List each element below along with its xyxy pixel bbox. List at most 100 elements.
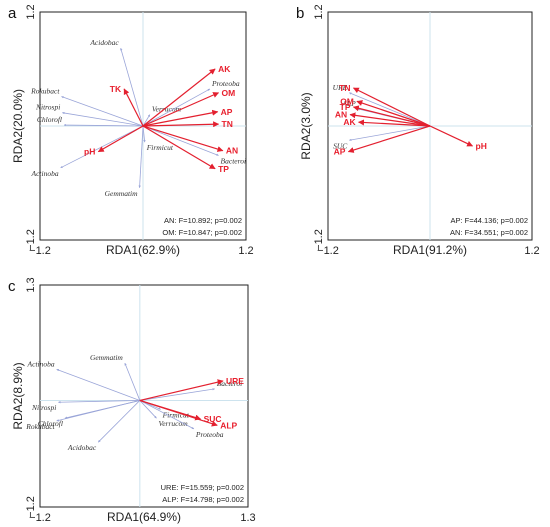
x-tick-max-a: 1.2 bbox=[238, 245, 253, 257]
species-arrow-c-9 bbox=[139, 400, 195, 430]
env-label-b-2: TP bbox=[340, 102, 351, 112]
y-tick-max-b: 1.2 bbox=[313, 4, 325, 19]
env-arrow-b-5 bbox=[347, 125, 431, 153]
species-label-a-4: Actinoba bbox=[31, 169, 59, 178]
species-label-a-5: Verrucom bbox=[152, 105, 182, 114]
env-arrow-c-2 bbox=[139, 399, 218, 427]
species-arrow-a-4 bbox=[60, 125, 144, 169]
x-axis-label-c: RDA1(64.9%) bbox=[107, 510, 181, 524]
species-arrow-b-2 bbox=[349, 125, 431, 142]
species-arrow-c-0 bbox=[56, 368, 140, 401]
env-arrow-a-5 bbox=[142, 125, 224, 152]
species-label-b-2: SUC bbox=[333, 141, 348, 150]
y-tick-min-b: −1.2 bbox=[313, 229, 325, 251]
y-tick-min-a: −1.2 bbox=[25, 229, 37, 251]
species-arrow-c-4 bbox=[56, 400, 140, 422]
species-arrow-b-0 bbox=[349, 92, 431, 127]
species-label-a-3: Chlorofl bbox=[37, 115, 62, 124]
species-label-c-8: Bacteroi bbox=[217, 379, 243, 388]
species-label-a-9: Gemmatim bbox=[105, 189, 138, 198]
species-label-c-4: Rokubact bbox=[25, 422, 55, 431]
env-arrow-b-0 bbox=[352, 87, 431, 127]
env-arrow-a-3 bbox=[142, 109, 219, 127]
x-tick-min-c: −1.2 bbox=[29, 512, 51, 524]
env-label-a-7: pH bbox=[84, 147, 95, 157]
y-axis-label-b: RDA2(3.0%) bbox=[299, 92, 313, 159]
env-label-a-2: OM bbox=[222, 88, 236, 98]
env-arrow-b-3 bbox=[349, 112, 431, 127]
env-arrow-b-4 bbox=[358, 119, 431, 127]
env-label-a-1: AK bbox=[218, 64, 231, 74]
y-axis-label-c: RDA2(8.9%) bbox=[11, 362, 25, 429]
env-arrow-a-2 bbox=[142, 92, 220, 127]
env-label-a-3: AP bbox=[221, 107, 233, 117]
species-label-a-1: Rokubact bbox=[30, 87, 60, 96]
y-tick-max-a: 1.2 bbox=[25, 4, 37, 19]
plot-frame-c bbox=[39, 284, 249, 508]
species-arrow-a-8 bbox=[142, 125, 219, 156]
species-label-b-1: ALP bbox=[341, 99, 356, 108]
x-tick-max-b: 1.2 bbox=[524, 245, 539, 257]
env-arrow-a-0 bbox=[123, 88, 144, 127]
stat-line-b-1: AN: F=34.551; p=0.002 bbox=[450, 228, 528, 237]
species-arrow-a-3 bbox=[63, 123, 144, 127]
species-arrow-a-7 bbox=[142, 125, 146, 143]
species-label-c-1: Gemmatim bbox=[90, 353, 123, 362]
x-tick-min-a: −1.2 bbox=[29, 245, 51, 257]
env-arrow-b-2 bbox=[352, 105, 431, 127]
env-arrow-a-1 bbox=[142, 68, 216, 127]
stat-line-a-1: OM: F=10.847; p=0.002 bbox=[162, 228, 242, 237]
species-label-a-7: Firmicut bbox=[146, 143, 174, 152]
stat-line-c-1: ALP: F=14.798; p=0.002 bbox=[162, 495, 244, 504]
species-label-a-8: Bacteroi bbox=[221, 156, 247, 165]
env-label-b-4: AK bbox=[343, 117, 356, 127]
y-axis-label-a: RDA2(20.0%) bbox=[11, 89, 25, 163]
env-label-a-0: TK bbox=[110, 84, 122, 94]
species-arrow-a-0 bbox=[120, 47, 144, 127]
species-arrow-c-6 bbox=[139, 400, 157, 419]
env-label-b-1: OM bbox=[340, 96, 354, 106]
stat-line-b-0: AP: F=44.136; p=0.002 bbox=[450, 216, 528, 225]
species-label-c-2: Nitrospi bbox=[31, 403, 56, 412]
species-label-c-3: Chlorofl bbox=[38, 419, 63, 428]
y-tick-max-c: 1.3 bbox=[25, 277, 37, 292]
y-tick-min-c: −1.2 bbox=[25, 496, 37, 518]
species-arrow-a-1 bbox=[61, 96, 144, 127]
species-arrow-a-2 bbox=[62, 111, 144, 127]
env-label-c-1: SUC bbox=[204, 414, 222, 424]
env-arrow-c-0 bbox=[139, 379, 224, 402]
stat-line-a-0: AN: F=10.892; p=0.002 bbox=[164, 216, 242, 225]
x-axis-label-b: RDA1(91.2%) bbox=[393, 243, 467, 257]
species-arrow-a-9 bbox=[138, 125, 144, 188]
env-arrow-a-4 bbox=[142, 121, 220, 128]
env-arrow-a-7 bbox=[97, 125, 144, 153]
env-label-b-3: AN bbox=[335, 110, 347, 120]
env-label-a-5: AN bbox=[226, 146, 238, 156]
env-label-b-5: AP bbox=[334, 147, 346, 157]
panel-label-b: b bbox=[296, 5, 304, 22]
stat-line-c-0: URE: F=15.559; p=0.002 bbox=[161, 483, 244, 492]
env-arrow-b-1 bbox=[356, 100, 431, 127]
species-label-c-5: Acidobac bbox=[67, 443, 97, 452]
x-tick-min-b: −1.2 bbox=[317, 245, 339, 257]
species-arrow-c-8 bbox=[139, 388, 215, 401]
species-label-b-0: URE bbox=[333, 83, 348, 92]
species-arrow-c-1 bbox=[124, 362, 141, 401]
panel-label-c: c bbox=[8, 278, 16, 295]
species-label-c-6: Verrucom bbox=[158, 419, 188, 428]
x-axis-label-a: RDA1(62.9%) bbox=[106, 243, 180, 257]
env-arrow-a-6 bbox=[142, 125, 216, 170]
env-arrow-b-6 bbox=[429, 125, 474, 147]
species-arrow-a-6 bbox=[142, 88, 211, 127]
env-label-c-0: URE bbox=[226, 376, 244, 386]
env-label-b-0: TN bbox=[339, 83, 350, 93]
env-label-c-2: ALP bbox=[220, 420, 237, 430]
species-label-c-0: Actinoba bbox=[27, 359, 55, 368]
species-label-c-9: Proteoba bbox=[195, 430, 224, 439]
env-label-a-6: TP bbox=[218, 164, 229, 174]
x-tick-max-c: 1.3 bbox=[240, 512, 255, 524]
species-label-a-0: Acidobac bbox=[89, 38, 119, 47]
species-arrow-c-5 bbox=[97, 400, 141, 443]
species-label-a-2: Nitrospi bbox=[35, 103, 60, 112]
